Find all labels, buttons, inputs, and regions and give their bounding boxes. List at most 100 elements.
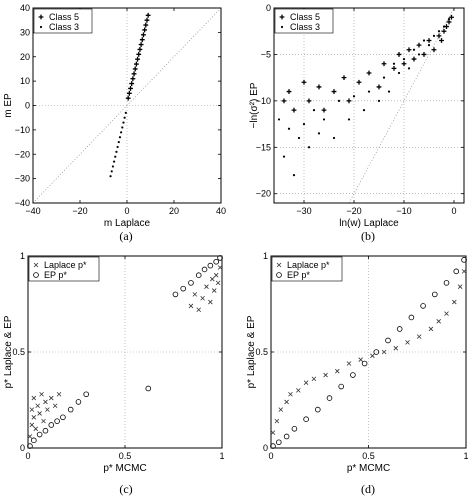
data-point xyxy=(130,76,136,82)
panel-c: 0 0.5 1 0 0.5 1 p* MCMC p* Laplace & EP Laplace … xyxy=(3,251,225,496)
data-point xyxy=(274,418,280,424)
data-point xyxy=(196,307,202,313)
y-tick-label: 1 xyxy=(263,251,268,261)
data-point xyxy=(420,303,426,309)
y-tick-label: 10 xyxy=(20,76,30,86)
data-point xyxy=(317,132,321,135)
data-point xyxy=(377,99,381,102)
data-point xyxy=(362,109,366,112)
reference-line xyxy=(348,7,455,204)
data-point xyxy=(367,90,371,93)
data-point xyxy=(381,349,387,355)
data-point xyxy=(188,280,194,286)
data-point xyxy=(402,57,406,61)
data-point xyxy=(134,61,139,67)
data-point xyxy=(311,376,317,382)
data-point xyxy=(41,418,46,424)
panel-caption: (a) xyxy=(119,229,132,243)
data-point xyxy=(210,276,215,282)
data-point xyxy=(370,353,375,359)
series-laplace-p- xyxy=(270,269,467,435)
data-point xyxy=(201,266,208,273)
data-point xyxy=(332,136,336,140)
data-point xyxy=(326,395,333,401)
data-point xyxy=(436,318,441,324)
data-point xyxy=(213,258,219,265)
x-tick-label: 0 xyxy=(451,206,456,216)
y-axis-label: m EP xyxy=(3,93,14,118)
series-class-5 xyxy=(125,12,151,101)
data-point xyxy=(33,426,39,432)
y-tick-label: −20 xyxy=(15,149,30,159)
y-tick-label: 40 xyxy=(20,3,30,13)
data-point xyxy=(204,284,209,290)
data-point xyxy=(139,37,145,43)
data-point xyxy=(442,25,446,28)
series-laplace-p- xyxy=(27,265,223,439)
data-point xyxy=(126,90,132,96)
data-point xyxy=(54,418,60,424)
data-point xyxy=(123,116,126,119)
legend-marker xyxy=(276,272,282,278)
y-tick-label: 0.5 xyxy=(12,347,25,357)
data-point xyxy=(43,399,48,405)
data-point xyxy=(109,175,112,178)
data-point xyxy=(396,52,402,57)
y-tick-label: −30 xyxy=(15,174,30,184)
data-point xyxy=(143,22,149,28)
legend-label: Laplace p* xyxy=(287,260,330,270)
data-point xyxy=(287,127,291,130)
x-tick-label: 1 xyxy=(463,451,468,461)
data-point xyxy=(277,118,281,121)
data-point xyxy=(449,14,454,20)
y-tick-label: 0 xyxy=(20,443,25,453)
data-point xyxy=(431,291,438,298)
data-point xyxy=(283,433,290,440)
data-point xyxy=(288,391,293,397)
data-point xyxy=(29,422,35,428)
data-point xyxy=(200,295,205,301)
data-point xyxy=(416,334,422,339)
data-point xyxy=(270,430,276,435)
series-class-3 xyxy=(109,111,127,178)
data-point xyxy=(323,372,328,378)
data-point xyxy=(405,340,410,345)
legend-marker xyxy=(33,262,39,268)
data-point xyxy=(401,61,407,67)
x-tick-label: 0.5 xyxy=(119,451,132,461)
data-point xyxy=(110,170,113,173)
data-point xyxy=(373,349,380,355)
x-tick-label: 0.5 xyxy=(362,451,375,461)
data-point xyxy=(441,28,447,34)
y-tick-label: 1 xyxy=(20,251,25,261)
legend-marker xyxy=(280,25,284,29)
data-point xyxy=(453,268,460,275)
x-tick-label: −40 xyxy=(25,206,40,216)
data-point xyxy=(75,399,82,405)
y-axis-label: p* Laplace & EP xyxy=(3,315,14,388)
data-point xyxy=(352,95,356,98)
data-point xyxy=(350,372,356,378)
panel-b: −30 −20 −10 0 −20 −15 −10 −5 0 ln(w) Laplace −ln(σ… xyxy=(249,3,465,243)
x-tick-label: 20 xyxy=(169,206,179,216)
data-point xyxy=(45,407,50,412)
data-point xyxy=(31,437,37,444)
series-ep-p- xyxy=(27,255,223,449)
x-axis-label: p* MCMC xyxy=(103,463,146,474)
data-point xyxy=(341,75,347,81)
x-tick-label: −10 xyxy=(396,206,411,216)
data-point xyxy=(217,265,223,270)
y-tick-label: 0 xyxy=(25,101,30,111)
x-tick-label: −30 xyxy=(296,206,311,216)
data-point xyxy=(426,38,432,43)
y-tick-label: 20 xyxy=(20,52,30,62)
data-point xyxy=(215,280,221,286)
data-point xyxy=(292,174,296,177)
series-class-5 xyxy=(281,14,454,113)
series-class-3 xyxy=(277,18,451,177)
data-point xyxy=(60,414,66,421)
data-point xyxy=(118,136,122,139)
y-tick-label: −15 xyxy=(256,142,271,152)
data-point xyxy=(443,280,450,286)
